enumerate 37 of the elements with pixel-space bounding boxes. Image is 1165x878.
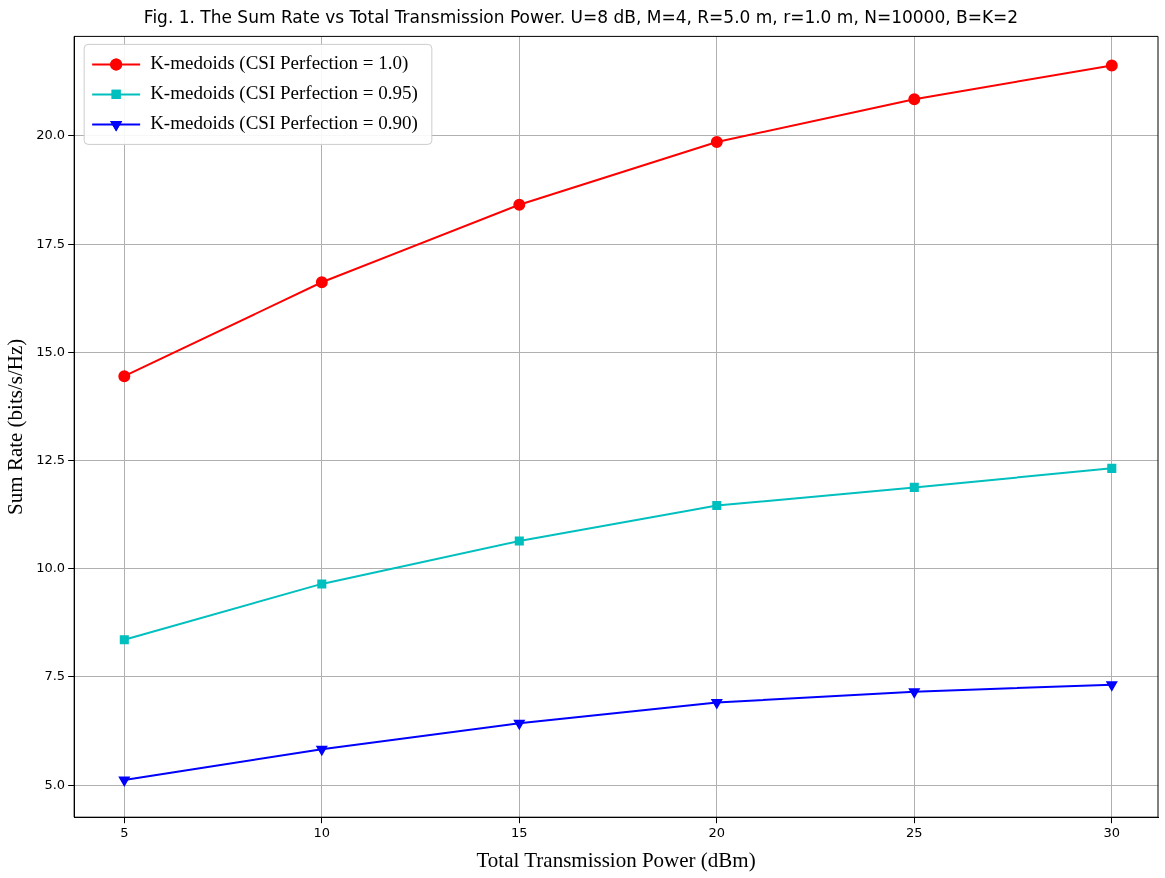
y-tick-label: 7.5 xyxy=(44,668,66,684)
legend-label: K-medoids (CSI Perfection = 1.0) xyxy=(150,52,409,75)
point xyxy=(316,745,328,756)
point xyxy=(712,501,722,511)
point xyxy=(513,719,525,730)
point xyxy=(909,482,919,492)
point xyxy=(315,276,328,289)
point xyxy=(1106,681,1118,691)
x-axis-title: Total Transmission Power (dBm) xyxy=(476,847,756,872)
y-tick-label: 17.5 xyxy=(36,235,66,251)
point xyxy=(513,198,526,211)
y-axis-title: Sum Rate (bits/s/Hz) xyxy=(3,338,28,515)
x-tick-label: 10 xyxy=(313,825,331,841)
x-tick-label: 5 xyxy=(120,825,129,841)
x-tick-label: 15 xyxy=(511,825,528,841)
x-tick-label: 20 xyxy=(708,825,726,841)
point xyxy=(119,635,129,645)
point xyxy=(118,776,130,786)
y-tick-label: 5.0 xyxy=(44,776,66,792)
point xyxy=(118,370,131,383)
x-tick-label: 25 xyxy=(906,825,923,841)
legend-label: K-medoids (CSI Perfection = 0.95) xyxy=(150,82,418,105)
point xyxy=(710,136,723,149)
point xyxy=(711,699,723,709)
point xyxy=(317,579,327,589)
x-tick-label: 30 xyxy=(1103,825,1121,841)
y-tick-label: 10.0 xyxy=(36,560,66,576)
point xyxy=(908,688,920,698)
point xyxy=(514,536,524,546)
legend-label: K-medoids (CSI Perfection = 0.90) xyxy=(150,112,418,135)
y-tick-label: 20.0 xyxy=(36,127,66,143)
y-tick-label: 15.0 xyxy=(36,343,66,359)
y-tick-label: 12.5 xyxy=(36,451,66,467)
point xyxy=(908,93,921,106)
point xyxy=(1107,463,1117,473)
chart-title: Fig. 1. The Sum Rate vs Total Transmission Power. U=8 dB, M=4, R=5.0 m, r=1.0 m, N=10000, B=K=2 xyxy=(143,6,1019,27)
point xyxy=(1105,59,1118,72)
